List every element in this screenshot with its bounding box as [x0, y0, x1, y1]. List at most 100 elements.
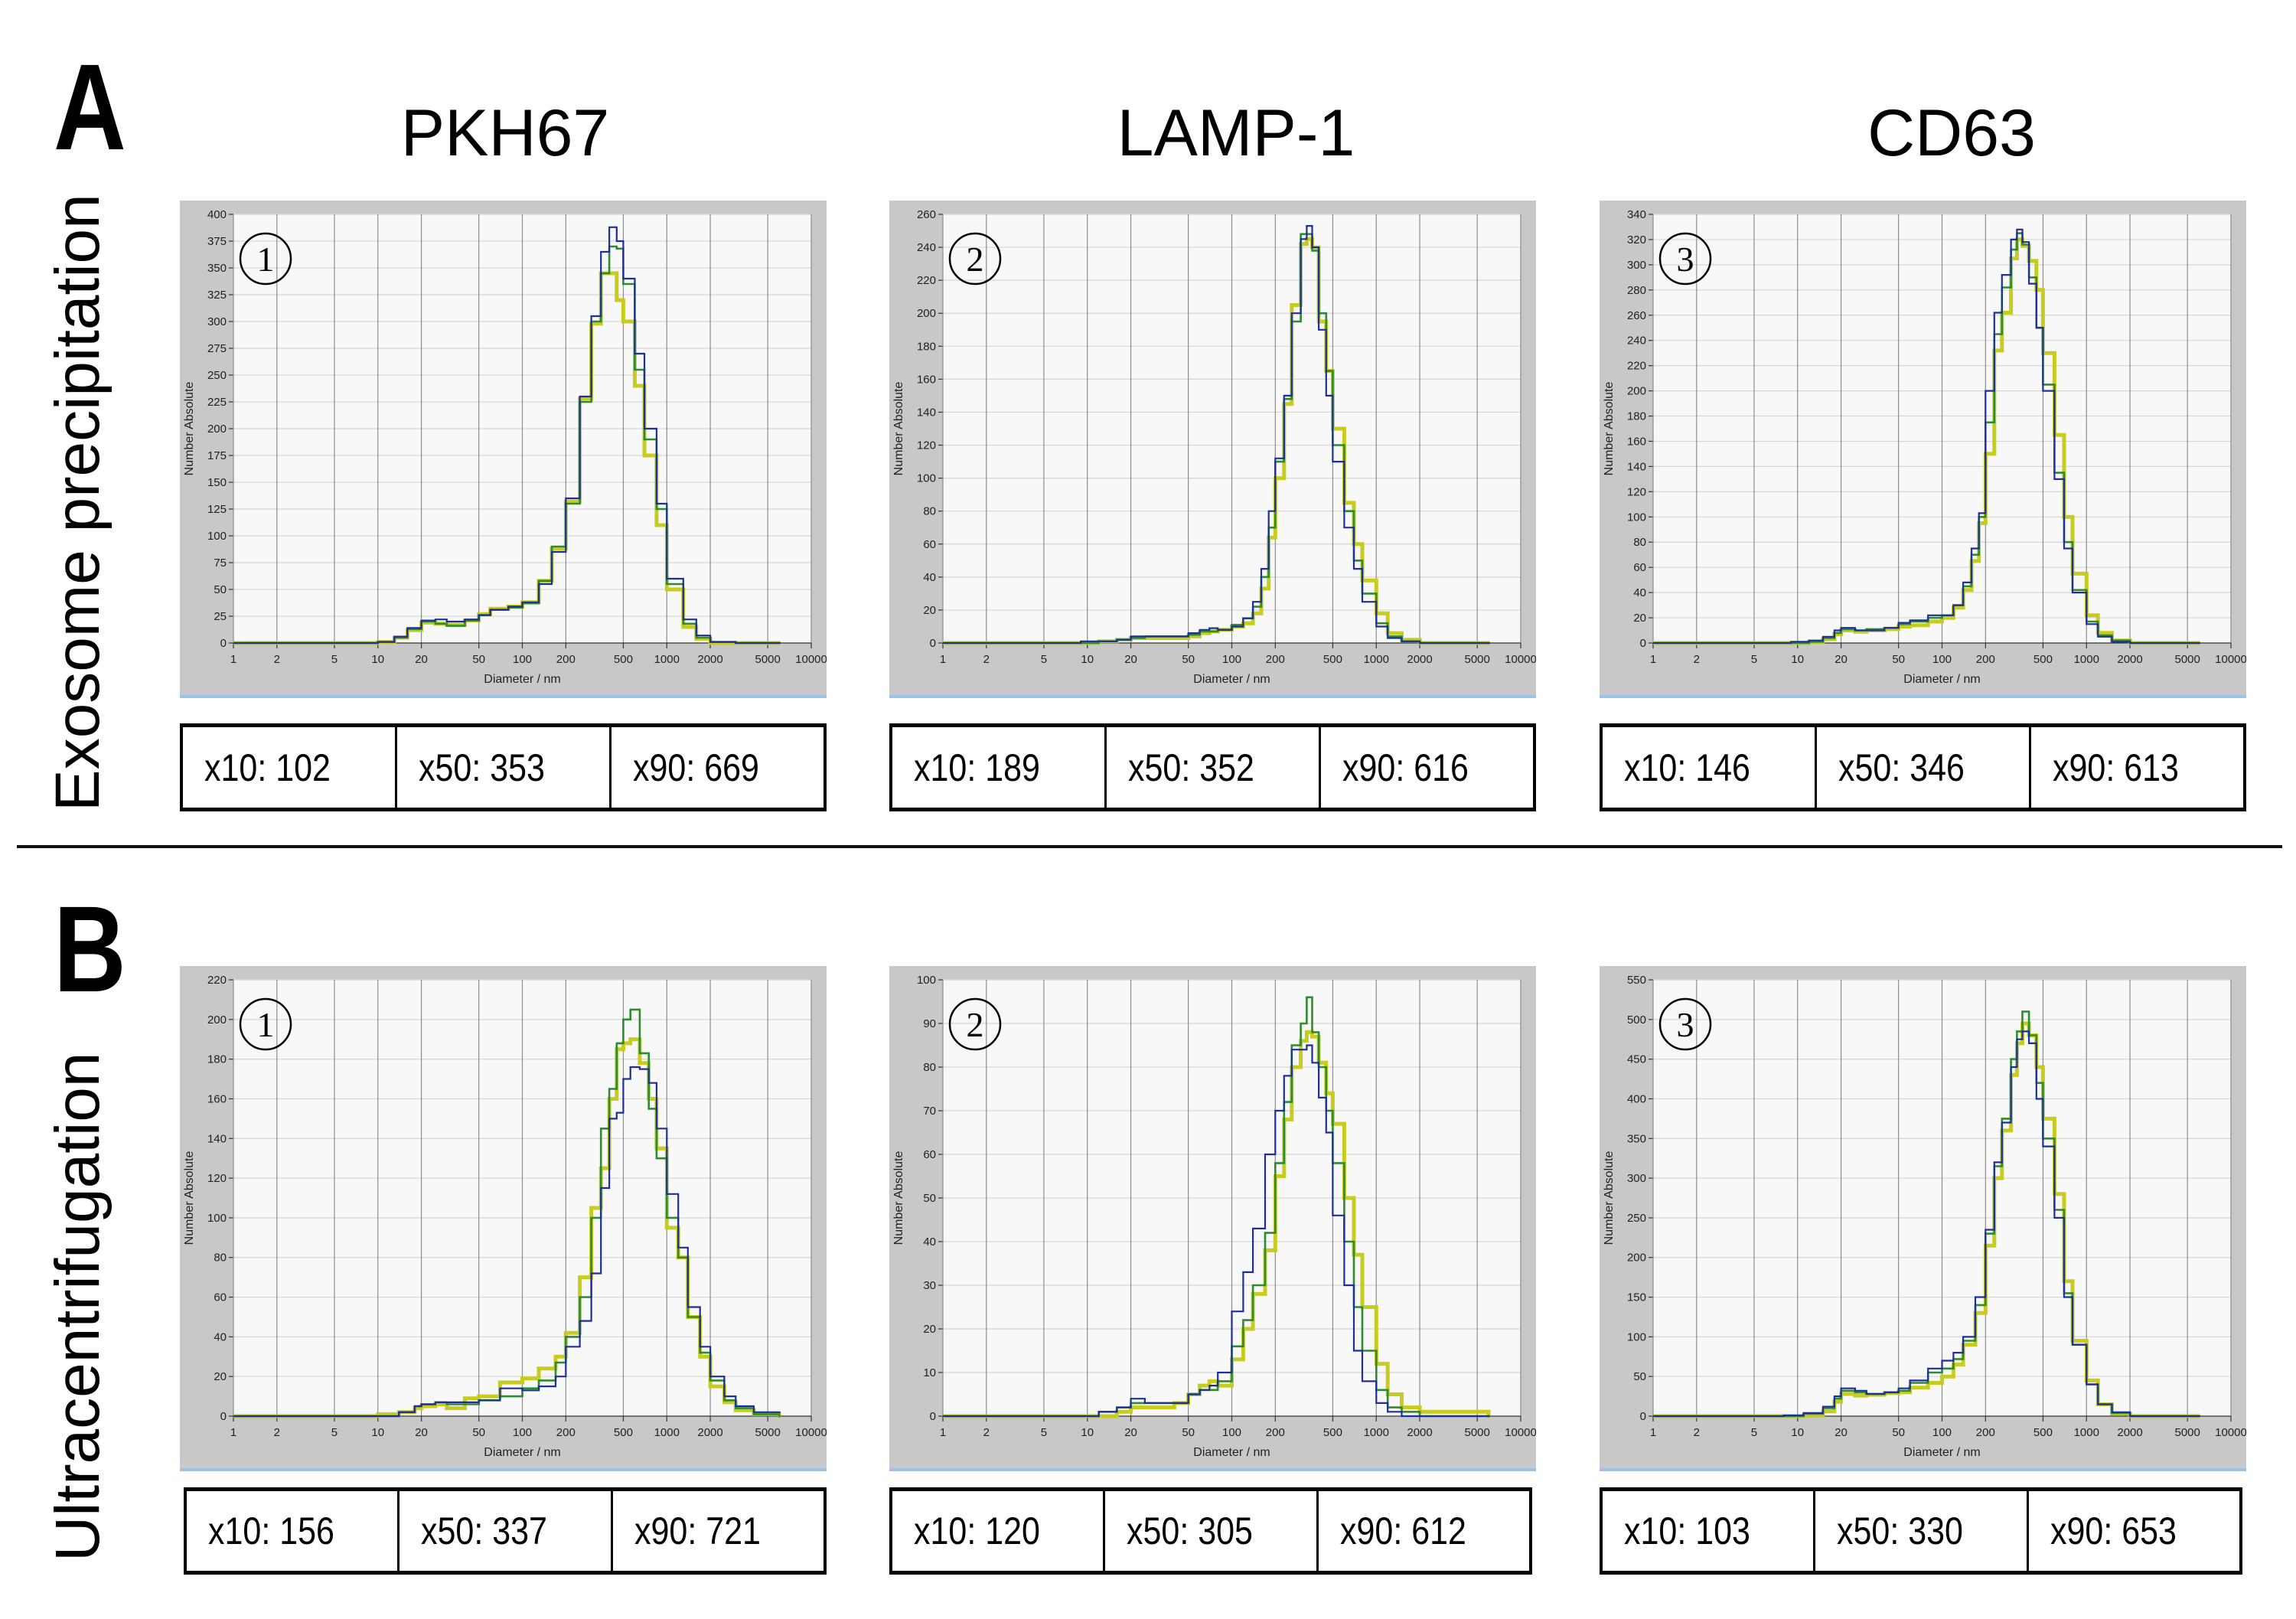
x-tick-label: 1	[1650, 653, 1656, 666]
x-tick-label: 5	[1751, 653, 1757, 666]
y-tick-label: 0	[930, 637, 936, 650]
panel-number-circle	[239, 997, 292, 1051]
y-tick-label: 200	[207, 1014, 227, 1027]
stats-table-b-pkh67: x10: 156 x50: 337 x90: 721	[184, 1487, 827, 1575]
y-tick-label: 0	[1640, 637, 1646, 650]
x-tick-label: 1000	[654, 653, 680, 666]
stat-x50: x50: 346	[1817, 727, 2031, 808]
y-axis-label: Number Absolute	[183, 1151, 196, 1245]
window-bottom-strip	[180, 1468, 827, 1471]
window-bottom-strip	[889, 695, 1536, 698]
x-tick-label: 50	[1892, 653, 1905, 666]
stat-x50: x50: 353	[397, 727, 612, 808]
x-tick-label: 2000	[697, 653, 722, 666]
y-tick-label: 60	[214, 1291, 227, 1304]
size-distribution-chart-a-pkh67: 0 25 50 75 100 125 150 175 200 225 250 275 300 325 350…	[180, 201, 827, 698]
stat-x90: x90: 653	[2050, 1510, 2177, 1552]
y-tick-label: 50	[1633, 1370, 1646, 1383]
x-tick-label: 10000	[1505, 653, 1536, 666]
y-tick-label: 120	[917, 439, 936, 452]
stat-x90: x90: 669	[633, 746, 759, 789]
y-tick-label: 250	[1627, 1212, 1646, 1225]
x-tick-label: 500	[2033, 1426, 2053, 1439]
panel-number: 1	[257, 240, 275, 279]
y-tick-label: 80	[1633, 536, 1646, 549]
size-distribution-chart-a-lamp1: 0 20 40 60 80 100 120 140 160 180 200 220 240 260 1 2 5 1…	[889, 201, 1536, 698]
stats-table-b-lamp1: x10: 120 x50: 305 x90: 612	[889, 1487, 1532, 1575]
x-tick-label: 2	[274, 653, 280, 666]
x-tick-label: 10000	[1505, 1426, 1536, 1439]
y-tick-label: 100	[1627, 1330, 1646, 1343]
x-axis-label: Diameter / nm	[484, 1446, 560, 1459]
size-distribution-chart-a-cd63: 0 20 40 60 80 100 120 140 160 180 200 220 240 260 280 3…	[1600, 201, 2246, 698]
x-tick-label: 20	[1124, 1426, 1137, 1439]
series-blue	[943, 225, 1490, 645]
x-tick-label: 5000	[2174, 653, 2200, 666]
x-tick-label: 50	[472, 1426, 485, 1439]
x-tick-label: 500	[614, 1426, 633, 1439]
x-axis-label: Diameter / nm	[1903, 1446, 1980, 1459]
x-tick-label: 100	[1932, 1426, 1952, 1439]
x-tick-label: 50	[1892, 1426, 1905, 1439]
y-tick-label: 320	[1627, 233, 1646, 246]
x-tick-label: 100	[513, 653, 532, 666]
x-tick-label: 10	[1081, 653, 1094, 666]
y-tick-label: 200	[1627, 385, 1646, 398]
y-tick-label: 450	[1627, 1053, 1646, 1066]
stat-x90: x90: 721	[634, 1510, 761, 1552]
y-axis-label: Number Absolute	[183, 382, 196, 476]
stats-table-a-pkh67: x10: 102 x50: 353 x90: 669	[180, 723, 827, 811]
x-tick-label: 20	[415, 653, 428, 666]
y-tick-label: 160	[207, 1092, 227, 1105]
y-tick-label: 50	[214, 583, 227, 596]
y-tick-label: 375	[207, 235, 227, 248]
y-tick-label: 160	[1627, 435, 1646, 448]
stat-x50: x50: 337	[400, 1491, 613, 1571]
panel-number-circle	[948, 232, 1002, 286]
series-blue	[1653, 1030, 2200, 1418]
y-tick-label: 340	[1627, 208, 1646, 221]
x-axis-label: Diameter / nm	[1193, 1446, 1270, 1459]
y-tick-label: 350	[1627, 1132, 1646, 1145]
y-tick-label: 550	[1627, 974, 1646, 987]
x-tick-label: 10	[371, 1426, 384, 1439]
x-tick-label: 50	[1182, 653, 1195, 666]
x-tick-label: 5	[1751, 1426, 1757, 1439]
panel-number: 3	[1677, 1005, 1694, 1044]
y-tick-label: 300	[207, 315, 227, 328]
x-axis-label: Diameter / nm	[1193, 673, 1270, 686]
x-tick-label: 10000	[2215, 1426, 2246, 1439]
y-tick-label: 160	[917, 373, 936, 386]
y-tick-label: 240	[917, 241, 936, 254]
y-tick-label: 30	[923, 1279, 936, 1292]
x-tick-label: 1000	[1364, 1426, 1389, 1439]
x-tick-label: 200	[556, 1426, 576, 1439]
y-tick-label: 80	[923, 1061, 936, 1074]
y-tick-label: 60	[923, 538, 936, 551]
x-tick-label: 10000	[795, 653, 827, 666]
y-tick-label: 350	[207, 262, 227, 275]
x-tick-label: 5000	[2174, 1426, 2200, 1439]
panel-number: 3	[1677, 240, 1694, 279]
chart-svg: 0204060801001201401601802002202402602803…	[1603, 208, 2246, 686]
stat-x10: x10: 156	[187, 1491, 400, 1571]
row-label-exosome-precipitation: Exosome precipitation	[43, 194, 113, 811]
x-tick-label: 10000	[795, 1426, 827, 1439]
x-tick-label: 1	[230, 653, 236, 666]
y-tick-label: 125	[207, 503, 227, 516]
panel-number: 2	[967, 240, 984, 279]
x-tick-label: 10	[1791, 1426, 1804, 1439]
y-axis-label: Number Absolute	[1603, 382, 1616, 476]
size-distribution-chart-b-cd63: 0 50 100 150 200 250 300 350 400 450 500 550 1 2 5 10 20…	[1600, 966, 2246, 1471]
x-tick-label: 5	[331, 653, 338, 666]
window-bottom-strip	[180, 695, 827, 698]
x-tick-label: 2000	[2117, 1426, 2142, 1439]
stat-x90: x90: 613	[2053, 746, 2179, 789]
y-tick-label: 220	[917, 274, 936, 287]
x-tick-label: 20	[1835, 1426, 1848, 1439]
y-tick-label: 10	[923, 1366, 936, 1379]
x-tick-label: 200	[1976, 653, 1995, 666]
y-tick-label: 0	[930, 1410, 936, 1423]
series-blue	[233, 1066, 781, 1418]
